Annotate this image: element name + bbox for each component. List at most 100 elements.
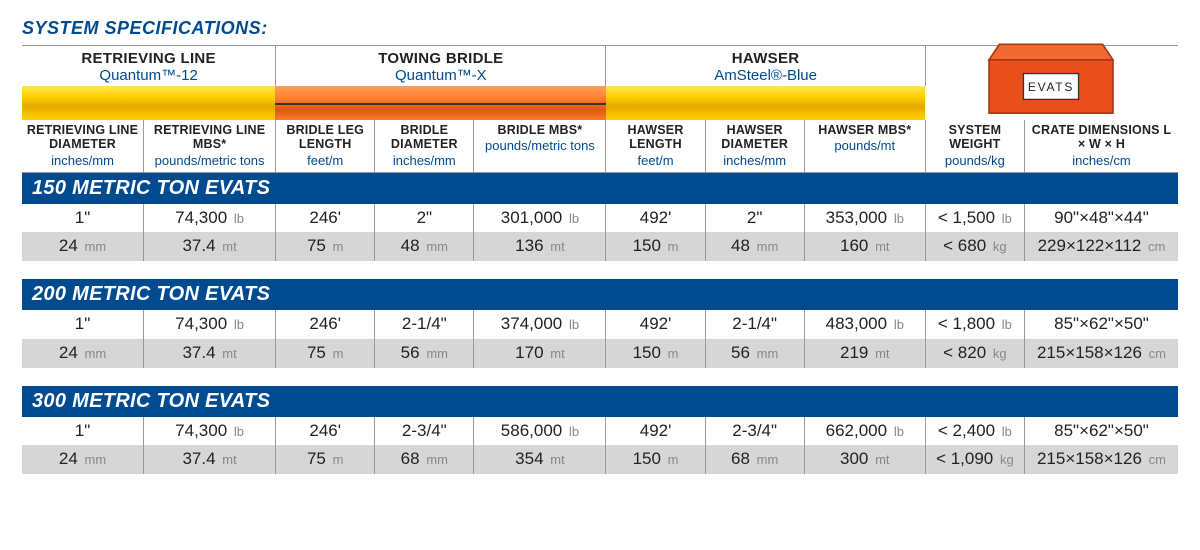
column-unit: feet/m bbox=[278, 153, 372, 168]
table-cell: 2-1/4" bbox=[705, 310, 804, 339]
header-group: TOWING BRIDLE Quantum™-X bbox=[275, 46, 605, 86]
svg-text:EVATS: EVATS bbox=[1028, 80, 1074, 94]
header-group-sub: Quantum™-12 bbox=[24, 67, 273, 84]
column-heading: HAWSER LENGTH feet/m bbox=[605, 120, 704, 172]
crate-image: EVATS bbox=[925, 34, 1178, 120]
table-cell: 68 mm bbox=[374, 445, 473, 474]
header-group-sub: AmSteel®-Blue bbox=[608, 67, 922, 84]
table-cell: 48 mm bbox=[705, 232, 804, 261]
unit-tag: mm bbox=[85, 239, 107, 254]
unit-tag: mm bbox=[757, 346, 779, 361]
column-title: BRIDLE DIAMETER bbox=[377, 123, 471, 152]
unit-tag: mt bbox=[875, 452, 889, 467]
header-group-title: HAWSER bbox=[608, 50, 922, 67]
table-cell: < 1,090 kg bbox=[925, 445, 1024, 474]
table-cell: 74,300 lb bbox=[143, 204, 275, 233]
unit-tag: mm bbox=[426, 452, 448, 467]
rope-yellow bbox=[606, 86, 925, 120]
table-cell: 586,000 lb bbox=[473, 417, 605, 446]
table-cell: 24 mm bbox=[22, 339, 143, 368]
table-cell: 37.4 mt bbox=[143, 232, 275, 261]
table-cell: 75 m bbox=[275, 232, 374, 261]
table-cell: 136 mt bbox=[473, 232, 605, 261]
unit-tag: m bbox=[333, 239, 344, 254]
unit-tag: mt bbox=[550, 346, 564, 361]
header-group: RETRIEVING LINE Quantum™-12 bbox=[22, 46, 275, 86]
column-unit: pounds/mt bbox=[807, 138, 923, 153]
table-cell: 2-3/4" bbox=[374, 417, 473, 446]
table-cell: < 1,800 lb bbox=[925, 310, 1024, 339]
section-band: 200 METRIC TON EVATS bbox=[22, 279, 1178, 310]
table-row: 1" 74,300 lb246' 2-3/4" 586,000 lb492' 2… bbox=[22, 417, 1178, 446]
unit-tag: lb bbox=[894, 211, 904, 226]
rope-yellow bbox=[22, 86, 275, 120]
table-cell: 1" bbox=[22, 417, 143, 446]
table-cell: 24 mm bbox=[22, 232, 143, 261]
unit-tag: lb bbox=[234, 424, 244, 439]
table-cell: 37.4 mt bbox=[143, 339, 275, 368]
unit-tag: lb bbox=[569, 317, 579, 332]
table-row: 24 mm37.4 mt75 m48 mm136 mt150 m48 mm160… bbox=[22, 232, 1178, 261]
table-cell: 160 mt bbox=[804, 232, 925, 261]
unit-tag: mt bbox=[875, 346, 889, 361]
unit-tag: cm bbox=[1149, 346, 1166, 361]
table-cell: 48 mm bbox=[374, 232, 473, 261]
column-title: SYSTEM WEIGHT bbox=[928, 123, 1022, 152]
unit-tag: mt bbox=[222, 239, 236, 254]
table-cell: 56 mm bbox=[705, 339, 804, 368]
rope-row: EVATS bbox=[22, 86, 1178, 120]
column-title: RETRIEVING LINE MBS* bbox=[146, 123, 273, 152]
unit-tag: mm bbox=[426, 239, 448, 254]
crate-icon: EVATS bbox=[981, 34, 1121, 120]
unit-tag: lb bbox=[234, 211, 244, 226]
unit-tag: lb bbox=[894, 317, 904, 332]
table-cell: 150 m bbox=[605, 232, 704, 261]
column-heading: HAWSER DIAMETER inches/mm bbox=[705, 120, 804, 172]
unit-tag: lb bbox=[1002, 424, 1012, 439]
unit-tag: mt bbox=[222, 346, 236, 361]
column-heading: BRIDLE LEG LENGTH feet/m bbox=[275, 120, 374, 172]
unit-tag: kg bbox=[1000, 452, 1014, 467]
header-group-sub: Quantum™-X bbox=[278, 67, 603, 84]
table-cell: 24 mm bbox=[22, 445, 143, 474]
unit-tag: mm bbox=[757, 239, 779, 254]
table-cell: 219 mt bbox=[804, 339, 925, 368]
table-cell: 215×158×126 cm bbox=[1024, 445, 1178, 474]
table-row: 1" 74,300 lb246' 2" 301,000 lb492' 2" 35… bbox=[22, 204, 1178, 233]
column-unit: inches/cm bbox=[1027, 153, 1176, 168]
header-group-title: TOWING BRIDLE bbox=[278, 50, 603, 67]
column-heading: SYSTEM WEIGHT pounds/kg bbox=[925, 120, 1024, 172]
unit-tag: mm bbox=[85, 452, 107, 467]
column-heading: BRIDLE MBS* pounds/metric tons bbox=[473, 120, 605, 172]
table-cell: 2" bbox=[705, 204, 804, 233]
table-row: 1" 74,300 lb246' 2-1/4" 374,000 lb492' 2… bbox=[22, 310, 1178, 339]
table-cell: 246' bbox=[275, 417, 374, 446]
unit-tag: mt bbox=[875, 239, 889, 254]
unit-tag: mm bbox=[85, 346, 107, 361]
table-cell: 150 m bbox=[605, 339, 704, 368]
rope-orange bbox=[275, 86, 605, 120]
table-cell: 492' bbox=[605, 310, 704, 339]
section-band: 150 METRIC TON EVATS bbox=[22, 173, 1178, 204]
unit-tag: mt bbox=[550, 452, 564, 467]
unit-tag: lb bbox=[569, 424, 579, 439]
table-cell: 75 m bbox=[275, 445, 374, 474]
unit-tag: m bbox=[333, 346, 344, 361]
column-heading: RETRIEVING LINE DIAMETER inches/mm bbox=[22, 120, 143, 172]
table-cell: < 1,500 lb bbox=[925, 204, 1024, 233]
unit-tag: kg bbox=[993, 346, 1007, 361]
unit-tag: cm bbox=[1148, 239, 1165, 254]
table-cell: 68 mm bbox=[705, 445, 804, 474]
table-cell: 85"×62"×50" bbox=[1024, 310, 1178, 339]
column-unit: feet/m bbox=[608, 153, 702, 168]
table-cell: < 820 kg bbox=[925, 339, 1024, 368]
column-title: CRATE DIMENSIONS L × W × H bbox=[1027, 123, 1176, 152]
table-cell: 353,000 lb bbox=[804, 204, 925, 233]
table-cell: 246' bbox=[275, 310, 374, 339]
table-cell: 229×122×112 cm bbox=[1024, 232, 1178, 261]
column-title: BRIDLE LEG LENGTH bbox=[278, 123, 372, 152]
unit-tag: m bbox=[333, 452, 344, 467]
column-title: RETRIEVING LINE DIAMETER bbox=[24, 123, 141, 152]
table-cell: 215×158×126 cm bbox=[1024, 339, 1178, 368]
column-title: HAWSER DIAMETER bbox=[708, 123, 802, 152]
